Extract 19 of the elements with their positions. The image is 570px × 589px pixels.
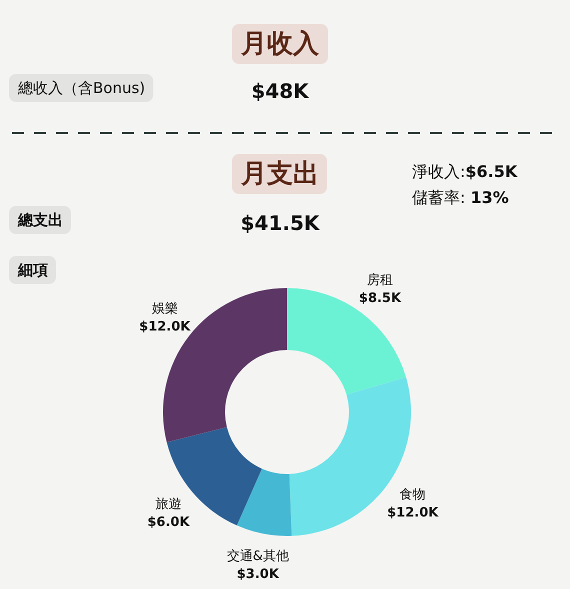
data-label: $3.0K [236,567,280,582]
data-label: $12.0K [139,320,192,335]
chart-title: 月支出 [240,159,319,189]
data-label: $6.0K [147,514,190,530]
slice-label: 食物 [400,488,426,503]
text: 總支出 [17,211,63,229]
text: 細項 [17,261,48,279]
text: $48K [251,79,310,103]
text: 儲蓄率: 13% [412,188,509,207]
slice-label: 旅遊 [155,496,182,512]
text: $41.5K [240,211,321,235]
data-label: $8.5K [358,290,402,306]
slice-label: 房租 [366,272,393,288]
slice-label: 娛樂 [152,302,178,317]
text: 淨收入:$6.5K [412,162,518,181]
data-label: $12.0K [387,506,440,521]
slice-label: 交通&其他 [226,548,289,564]
text: 總收入（含Bonus) [17,79,146,97]
text: 月收入 [240,29,320,59]
